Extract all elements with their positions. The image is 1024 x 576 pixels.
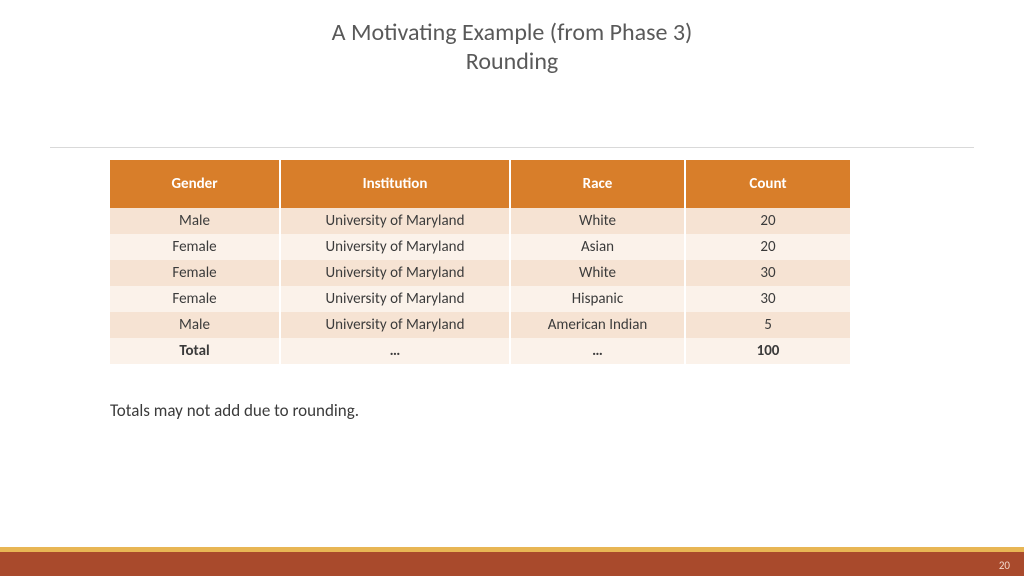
cell-total-race: … xyxy=(510,338,685,364)
col-header-race: Race xyxy=(510,160,685,208)
table-row: Female University of Maryland Hispanic 3… xyxy=(110,286,850,312)
col-header-count: Count xyxy=(685,160,850,208)
slide-title-line1: A Motivating Example (from Phase 3) xyxy=(0,18,1024,47)
page-number: 20 xyxy=(999,559,1010,572)
cell-institution: University of Maryland xyxy=(280,234,510,260)
footer-bar: 20 xyxy=(0,548,1024,576)
col-header-gender: Gender xyxy=(110,160,280,208)
cell-race: White xyxy=(510,208,685,234)
cell-race: Asian xyxy=(510,234,685,260)
slide: A Motivating Example (from Phase 3) Roun… xyxy=(0,0,1024,576)
cell-institution: University of Maryland xyxy=(280,286,510,312)
cell-gender: Male xyxy=(110,208,280,234)
cell-gender: Female xyxy=(110,234,280,260)
cell-institution: University of Maryland xyxy=(280,208,510,234)
data-table-container: Gender Institution Race Count Male Unive… xyxy=(110,160,850,364)
footer-red-strip: 20 xyxy=(0,552,1024,576)
cell-race: White xyxy=(510,260,685,286)
data-table: Gender Institution Race Count Male Unive… xyxy=(110,160,850,364)
table-row: Female University of Maryland White 30 xyxy=(110,260,850,286)
cell-count: 5 xyxy=(685,312,850,338)
cell-gender: Female xyxy=(110,260,280,286)
cell-count: 30 xyxy=(685,260,850,286)
title-block: A Motivating Example (from Phase 3) Roun… xyxy=(0,0,1024,76)
cell-gender: Male xyxy=(110,312,280,338)
table-header-row: Gender Institution Race Count xyxy=(110,160,850,208)
table-row: Male University of Maryland White 20 xyxy=(110,208,850,234)
cell-gender: Female xyxy=(110,286,280,312)
cell-total-label: Total xyxy=(110,338,280,364)
cell-race: American Indian xyxy=(510,312,685,338)
cell-total-count: 100 xyxy=(685,338,850,364)
divider-line xyxy=(50,147,974,148)
cell-race: Hispanic xyxy=(510,286,685,312)
col-header-institution: Institution xyxy=(280,160,510,208)
footnote-text: Totals may not add due to rounding. xyxy=(110,400,359,421)
cell-count: 20 xyxy=(685,234,850,260)
cell-institution: University of Maryland xyxy=(280,312,510,338)
cell-total-inst: … xyxy=(280,338,510,364)
cell-count: 30 xyxy=(685,286,850,312)
table-total-row: Total … … 100 xyxy=(110,338,850,364)
cell-institution: University of Maryland xyxy=(280,260,510,286)
table-row: Female University of Maryland Asian 20 xyxy=(110,234,850,260)
cell-count: 20 xyxy=(685,208,850,234)
table-row: Male University of Maryland American Ind… xyxy=(110,312,850,338)
slide-title-line2: Rounding xyxy=(0,47,1024,76)
